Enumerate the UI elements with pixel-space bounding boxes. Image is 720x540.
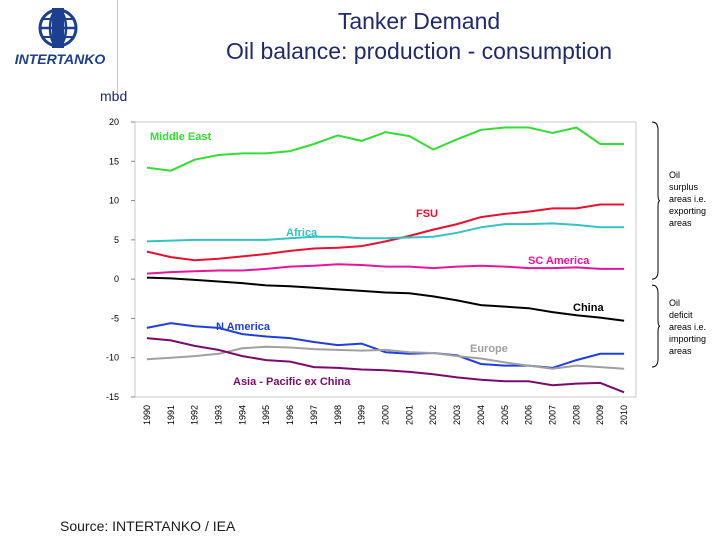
- sidebar-panel: INTERTANKO: [0, 0, 118, 540]
- y-tick-label: 0: [114, 274, 119, 284]
- x-tick-label: 2006: [524, 405, 534, 425]
- deficit-note-line: areas i.e.: [669, 322, 706, 332]
- y-tick-label: -5: [111, 313, 119, 323]
- x-tick-label: 2008: [571, 405, 581, 425]
- x-tick-label: 2000: [381, 405, 391, 425]
- title-line-2: Oil balance: production - consumption: [225, 38, 613, 64]
- x-tick-label: 1993: [214, 405, 224, 425]
- surplus-brace: [651, 121, 661, 280]
- x-tick-label: 1991: [166, 405, 176, 425]
- series-label-sc-america: SC America: [528, 255, 590, 267]
- series-label-asia-pacific-ex-china: Asia - Pacific ex China: [233, 376, 351, 388]
- x-tick-label: 2002: [428, 405, 438, 425]
- series-label-europe: Europe: [470, 343, 508, 355]
- y-axis-unit: mbd: [100, 88, 128, 104]
- y-tick-label: 10: [109, 196, 119, 206]
- x-tick-label: 2010: [619, 405, 629, 425]
- slide-title: Tanker Demand Oil balance: production - …: [118, 6, 720, 66]
- x-tick-label: 2003: [452, 405, 462, 425]
- deficit-note-line: deficit: [669, 310, 693, 320]
- surplus-note-line: exporting: [669, 206, 706, 216]
- x-tick-label: 2009: [595, 405, 605, 425]
- y-tick-label: -10: [106, 353, 119, 363]
- series-line-sc-america: [146, 263, 625, 275]
- y-tick-label: 20: [109, 117, 119, 127]
- title-line-1: Tanker Demand: [337, 8, 501, 34]
- y-tick-label: 15: [109, 156, 119, 166]
- x-tick-label: 1990: [142, 405, 152, 425]
- x-tick-label: 1996: [285, 405, 295, 425]
- x-tick-label: 1992: [190, 405, 200, 425]
- x-tick-label: 1995: [261, 405, 271, 425]
- logo-text: INTERTANKO: [15, 51, 106, 67]
- series-line-africa: [146, 222, 625, 243]
- series-line-fsu: [146, 203, 625, 262]
- x-tick-label: 2004: [476, 405, 486, 425]
- surplus-note-line: surplus: [669, 182, 699, 192]
- y-tick-label: -15: [106, 392, 119, 402]
- surplus-note-line: Oil: [669, 170, 680, 180]
- deficit-note-line: areas: [669, 346, 692, 356]
- y-tick-label: 5: [114, 235, 119, 245]
- plot-area: [134, 121, 637, 398]
- intertanko-logo: INTERTANKO: [15, 8, 106, 67]
- surplus-note-line: areas: [669, 218, 692, 228]
- x-tick-label: 2005: [500, 405, 510, 425]
- deficit-note-line: Oil: [669, 298, 680, 308]
- globe-icon: [38, 8, 78, 48]
- sidebar-divider: [117, 0, 118, 100]
- series-label-fsu: FSU: [416, 208, 438, 220]
- series-label-china: China: [573, 302, 604, 314]
- series-label-n-america: N America: [216, 321, 271, 333]
- x-tick-label: 1999: [357, 405, 367, 425]
- series-line-middle-east: [146, 126, 625, 172]
- source-note: Source: INTERTANKO / IEA: [60, 518, 236, 534]
- series-line-china: [146, 276, 625, 322]
- series-label-africa: Africa: [286, 227, 318, 239]
- surplus-note-line: areas i.e.: [669, 194, 706, 204]
- x-tick-label: 1997: [309, 405, 319, 425]
- series-line-asia-pacific-ex-china: [146, 337, 625, 394]
- deficit-note-line: importing: [669, 334, 706, 344]
- deficit-brace: [651, 284, 661, 368]
- x-tick-label: 2007: [548, 405, 558, 425]
- series-label-middle-east: Middle East: [150, 131, 211, 143]
- x-tick-label: 1994: [237, 405, 247, 425]
- x-tick-label: 1998: [333, 405, 343, 425]
- x-tick-label: 2001: [404, 405, 414, 425]
